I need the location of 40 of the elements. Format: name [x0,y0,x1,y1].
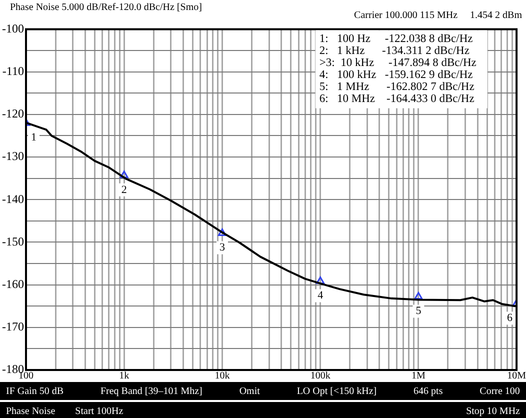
annotation: 5: 1 MHz -162.802 7 dBc/Hz [319,80,474,93]
annotation: >3: 10 kHz -147.894 8 dBc/Hz [319,56,476,69]
text: LO Opt [<150 kHz] [296,386,377,396]
point [414,292,423,300]
text: Omit [239,386,260,396]
chart-subtitle: Carrier 100.000 115 MHz 1.454 2 dBm [354,10,522,21]
y-tick-label: -130 [2,149,24,164]
point [316,276,325,284]
x-tick-label: 1k [119,370,130,382]
text: IF Gain 50 dB [6,386,64,396]
annotation: 2 [121,184,127,196]
x-tick-label: 100k [310,370,330,382]
annotation: 2: 1 kHz -134.311 2 dBc/Hz [319,44,470,57]
y-tick-label: -110 [2,64,24,78]
text: Corre 100 [480,386,520,396]
annotation: 4: 100 kHz -159.162 9 dBc/Hz [319,68,473,81]
annotation: 4 [318,290,324,302]
x-tick-label: 1M [411,370,426,382]
annotation: 6 [507,312,514,324]
chart-title: Phase Noise 5.000 dB/Ref-120.0 dBc/Hz [Smo] [10,2,202,13]
point [120,170,128,178]
text: Stop 10 MHz [466,406,520,416]
annotation: 1: 100 Hz -122.038 8 dBc/Hz [319,32,473,45]
annotation: 3 [219,242,226,254]
text: Phase Noise [6,406,56,416]
y-tick-label: -150 [2,234,24,248]
y-tick-label: -140 [2,192,24,206]
text: Freq Band [39–101 Mhz] [100,386,202,396]
text: Start 100Hz [75,406,124,416]
point [218,228,226,236]
annotation: 6: 10 MHz -164.433 0 dBc/Hz [319,92,474,105]
x-tick-label: 10M [507,370,526,382]
y-tick-label: -170 [2,320,24,334]
annotation: 1 [30,131,36,144]
y-tick-label: -160 [2,276,24,291]
y-tick-label: -120 [2,106,24,121]
text: 646 pts [414,386,443,396]
x-tick-label: 10k [214,370,230,382]
annotation: 5 [416,305,422,318]
y-tick-label: -100 [2,21,24,36]
